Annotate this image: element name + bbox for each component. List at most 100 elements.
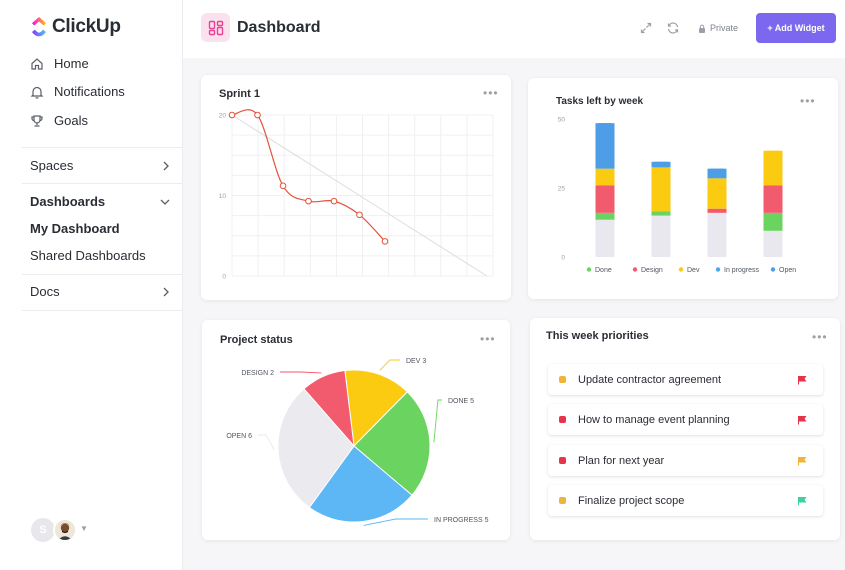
sidebar: ClickUp Home Notifications Goals Spaces …	[0, 0, 183, 570]
card-title: Sprint 1	[219, 88, 260, 100]
y-tick-label: 0	[561, 255, 565, 262]
add-widget-button[interactable]: + Add Widget	[756, 13, 836, 43]
pie-slice	[344, 369, 409, 448]
more-options-icon[interactable]: •••	[483, 86, 499, 100]
user-photo-icon	[55, 520, 75, 540]
clickup-logo[interactable]: ClickUp	[30, 16, 121, 38]
sprint-card: Sprint 1 ••• 20 10 0	[201, 75, 511, 300]
y-tick-label: 20	[219, 113, 227, 120]
bar-segment	[707, 208, 727, 213]
data-point	[228, 111, 236, 119]
bar-segment	[763, 185, 783, 213]
legend-label: In progress	[724, 267, 760, 274]
data-point	[305, 197, 312, 205]
slice-leader-line	[258, 434, 275, 450]
expand-icon[interactable]	[639, 21, 653, 35]
card-title: This week priorities	[546, 330, 649, 342]
sidebar-item-notifications[interactable]: Notifications	[30, 84, 125, 99]
caret-down-icon[interactable]: ▼	[80, 524, 88, 533]
sidebar-item-label: Notifications	[54, 84, 125, 99]
bar-segment	[707, 212, 727, 257]
bar-segment	[763, 212, 783, 231]
bar-segment	[595, 219, 615, 257]
privacy-toggle[interactable]: Private	[698, 23, 738, 33]
priority-label: How to manage event planning	[578, 413, 730, 426]
slice-label: IN PROGRESS 5	[434, 517, 489, 524]
sidebar-section-spaces[interactable]: Spaces	[30, 158, 170, 173]
sidebar-divider	[22, 274, 182, 275]
y-tick-label: 25	[558, 186, 566, 193]
trophy-icon	[31, 114, 43, 127]
clickup-logo-icon	[32, 17, 46, 37]
bar-cap	[595, 123, 615, 132]
sidebar-divider	[22, 147, 182, 148]
priority-label: Finalize project scope	[578, 494, 685, 507]
section-label: Spaces	[30, 158, 74, 173]
y-tick-label: 10	[219, 193, 227, 200]
pie-slice	[308, 445, 413, 523]
ideal-line	[231, 114, 488, 277]
pie-slice	[277, 388, 355, 509]
bar-cap	[763, 150, 783, 159]
slice-label: DEV 3	[406, 358, 426, 365]
more-options-icon[interactable]: •••	[812, 330, 828, 344]
data-point	[279, 182, 287, 190]
status-dot	[559, 497, 566, 504]
section-label: Dashboards	[30, 194, 106, 209]
legend-marker	[632, 267, 638, 272]
slice-leader-line	[363, 518, 428, 526]
priority-item[interactable]: Finalize project scope	[548, 485, 823, 516]
bar-segment	[595, 168, 615, 186]
more-options-icon[interactable]: •••	[480, 332, 496, 346]
refresh-icon[interactable]	[666, 21, 680, 35]
section-label: Docs	[30, 284, 60, 299]
card-title: Tasks left by week	[556, 96, 644, 107]
sidebar-item-home[interactable]: Home	[30, 56, 89, 71]
data-point	[254, 111, 261, 119]
bar-segment	[707, 178, 727, 209]
flag-icon[interactable]	[797, 415, 807, 425]
home-icon	[31, 57, 43, 70]
sidebar-section-dashboards[interactable]: Dashboards	[30, 194, 170, 209]
priority-label: Update contractor agreement	[578, 373, 722, 386]
sidebar-item-my-dashboard[interactable]: My Dashboard	[30, 221, 120, 236]
user-photo-avatar[interactable]	[53, 518, 77, 542]
bar-segment	[763, 230, 783, 257]
priority-item[interactable]: Update contractor agreement	[548, 364, 823, 395]
flag-icon[interactable]	[797, 375, 807, 385]
legend-label: Open	[779, 267, 796, 274]
private-label: Private	[710, 23, 739, 33]
page-title: Dashboard	[237, 19, 321, 36]
y-tick-label: 50	[558, 117, 566, 124]
project-status-pie-chart: DEV 3 DONE 5 IN PROGRESS 5 OPEN 6 DESIGN 2	[226, 358, 489, 526]
slice-leader-line	[280, 371, 322, 374]
slice-leader-line	[379, 359, 400, 371]
chevron-right-icon	[163, 161, 169, 170]
dashboard-icon	[201, 13, 230, 42]
flag-icon[interactable]	[797, 496, 807, 506]
slice-label: DESIGN 2	[241, 370, 274, 377]
legend-label: Dev	[687, 267, 700, 274]
more-options-icon[interactable]: •••	[800, 94, 816, 108]
data-point	[330, 197, 338, 205]
status-dot	[559, 376, 566, 383]
priority-item[interactable]: Plan for next year	[548, 445, 823, 476]
sidebar-item-label: Goals	[54, 113, 88, 128]
sidebar-item-label: Home	[54, 56, 89, 71]
legend-marker	[770, 267, 776, 272]
sidebar-item-shared-dashboards[interactable]: Shared Dashboards	[30, 248, 146, 263]
chevron-right-icon	[163, 287, 169, 296]
lock-icon	[699, 24, 705, 33]
flag-icon[interactable]	[797, 456, 807, 466]
slice-label: OPEN 6	[226, 433, 252, 440]
bar-segment	[651, 211, 671, 216]
chevron-down-icon	[160, 199, 170, 205]
sidebar-divider	[22, 183, 182, 184]
priority-item[interactable]: How to manage event planning	[548, 404, 823, 435]
avatar[interactable]: S	[31, 518, 55, 542]
sidebar-section-docs[interactable]: Docs	[30, 284, 170, 299]
priority-label: Plan for next year	[578, 454, 665, 467]
legend-label: Done	[595, 267, 612, 274]
sidebar-item-goals[interactable]: Goals	[30, 113, 88, 128]
legend-marker	[678, 267, 684, 272]
